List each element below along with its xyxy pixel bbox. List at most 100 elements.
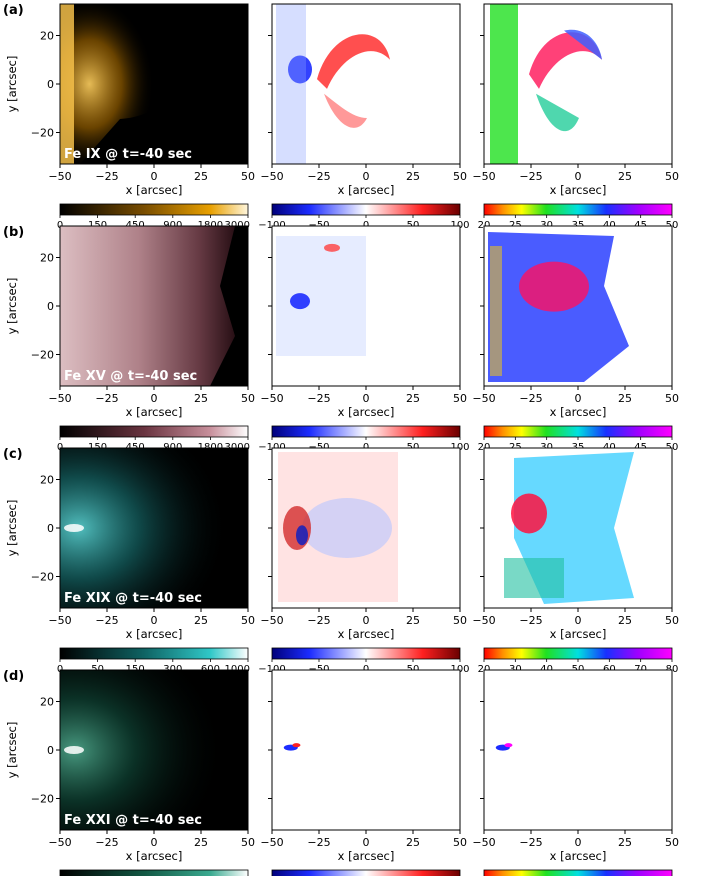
panel-row-label: (c) <box>3 447 23 462</box>
y-tick-label: −20 <box>31 126 54 139</box>
x-tick-label: 25 <box>618 614 632 627</box>
blueshift-core <box>296 525 308 546</box>
x-tick-label: 50 <box>241 614 255 627</box>
y-tick-label: 0 <box>47 78 54 91</box>
x-tick-label: 25 <box>618 170 632 183</box>
blueshift-region <box>302 498 392 558</box>
x-axis-label: x [arcsec] <box>126 405 183 419</box>
ion-label: Fe IX @ t=-40 sec <box>64 147 192 162</box>
x-tick-label: 50 <box>453 170 467 183</box>
x-tick-label: 0 <box>575 170 582 183</box>
x-tick-label: 0 <box>151 836 158 849</box>
x-axis-label: x [arcsec] <box>338 183 395 197</box>
x-tick-label: −25 <box>95 836 118 849</box>
x-axis-label: x [arcsec] <box>550 849 607 863</box>
y-axis-label: y [arcsec] <box>5 56 19 113</box>
x-tick-label: −25 <box>307 170 330 183</box>
x-tick-label: 25 <box>194 614 208 627</box>
x-tick-label: 25 <box>406 836 420 849</box>
x-tick-label: 25 <box>194 170 208 183</box>
plot-area <box>272 4 460 164</box>
bright-kernel <box>64 746 84 754</box>
limb-emission <box>60 4 74 164</box>
width-loop <box>536 93 579 132</box>
x-tick-label: 50 <box>241 836 255 849</box>
x-tick-label: −50 <box>260 170 283 183</box>
x-tick-label: 25 <box>406 170 420 183</box>
y-tick-label: 0 <box>47 522 54 535</box>
x-tick-label: −50 <box>260 836 283 849</box>
y-axis-label: y [arcsec] <box>5 278 19 335</box>
y-tick-label: 0 <box>47 300 54 313</box>
x-tick-label: −50 <box>48 170 71 183</box>
y-axis-label: y [arcsec] <box>5 500 19 557</box>
plot-area <box>272 670 460 830</box>
x-tick-label: 50 <box>453 392 467 405</box>
doppler-noise <box>276 4 306 164</box>
x-tick-label: −25 <box>519 392 542 405</box>
doppler-field <box>276 236 366 356</box>
colorbar <box>59 425 249 438</box>
colorbar <box>271 203 461 216</box>
x-tick-label: 50 <box>665 836 679 849</box>
panel-row-label: (b) <box>3 225 24 240</box>
x-tick-label: −25 <box>95 614 118 627</box>
y-tick-label: −20 <box>31 570 54 583</box>
width-region <box>511 493 547 534</box>
colorbar <box>59 869 249 876</box>
x-tick-label: 50 <box>453 836 467 849</box>
x-tick-label: 25 <box>618 392 632 405</box>
doppler-kernel <box>292 743 301 748</box>
x-tick-label: −25 <box>307 836 330 849</box>
panel-row-label: (a) <box>3 3 24 18</box>
x-tick-label: 25 <box>194 836 208 849</box>
blueshift-region <box>288 55 312 84</box>
plot-panel: −50 −25 0 25 50 −20 0 20 x [arcsec] y [arcsec] Fe … <box>5 669 255 876</box>
width-region <box>519 261 589 312</box>
x-tick-label: 0 <box>363 170 370 183</box>
x-tick-label: 50 <box>241 170 255 183</box>
emission-map <box>60 226 235 386</box>
y-axis-label: y [arcsec] <box>5 722 19 779</box>
plot-panel: −50 −25 0 25 50 −20 0 20 x [arcsec] y [arcsec] Fe … <box>5 225 255 467</box>
x-axis-label: x [arcsec] <box>550 627 607 641</box>
x-tick-label: −25 <box>519 170 542 183</box>
x-tick-label: 0 <box>363 392 370 405</box>
redshift-loop <box>317 34 390 89</box>
y-tick-label: −20 <box>31 348 54 361</box>
x-tick-label: −50 <box>472 392 495 405</box>
panel-row-label: (d) <box>3 669 24 684</box>
colorbar <box>59 203 249 216</box>
x-tick-label: −50 <box>472 170 495 183</box>
x-tick-label: 25 <box>406 392 420 405</box>
x-tick-label: 50 <box>665 392 679 405</box>
x-tick-label: 25 <box>406 614 420 627</box>
x-axis-label: x [arcsec] <box>338 627 395 641</box>
x-tick-label: 0 <box>575 392 582 405</box>
x-axis-label: x [arcsec] <box>338 849 395 863</box>
x-tick-label: −50 <box>472 836 495 849</box>
ion-label: Fe XV @ t=-40 sec <box>64 369 197 384</box>
colorbar <box>483 203 673 216</box>
x-axis-label: x [arcsec] <box>126 627 183 641</box>
colorbar <box>483 869 673 876</box>
emission-map <box>60 670 248 830</box>
colorbar <box>483 425 673 438</box>
ion-label: Fe XXI @ t=-40 sec <box>64 813 202 828</box>
x-tick-label: 0 <box>151 392 158 405</box>
x-tick-label: 0 <box>151 614 158 627</box>
y-tick-label: 20 <box>40 696 54 709</box>
colorbar <box>59 647 249 660</box>
x-axis-label: x [arcsec] <box>550 405 607 419</box>
redshift-loop <box>324 93 367 128</box>
emission-map <box>60 4 178 164</box>
width-kernel <box>504 743 513 748</box>
x-tick-label: −50 <box>48 392 71 405</box>
colorbar <box>271 869 461 876</box>
y-tick-label: −20 <box>31 792 54 805</box>
